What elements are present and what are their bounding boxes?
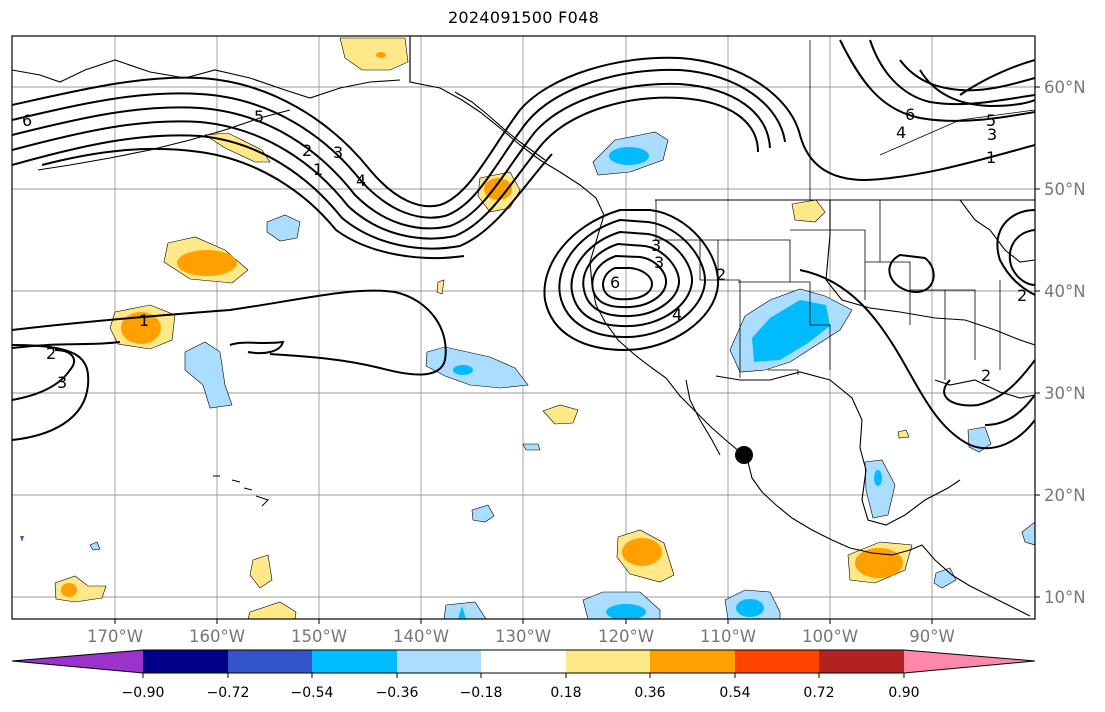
contour-label: 2 [46, 344, 56, 363]
colorbar-segment [566, 650, 650, 673]
colorbar-segment [397, 650, 481, 673]
longitude-label: 100°W [802, 627, 858, 646]
contour-label: 3 [987, 125, 997, 144]
colorbar-max-extension [904, 650, 1035, 673]
positive-anomaly-area [897, 429, 910, 439]
contour-label: 2 [716, 265, 726, 284]
latitude-label: 50°N [1044, 180, 1086, 199]
contour-label: 2 [981, 366, 991, 385]
colorbar-segment [735, 650, 819, 673]
colorbar-min-extension [12, 650, 143, 673]
colorbar-tick-label: 0.72 [803, 685, 834, 701]
contour-label: 5 [254, 107, 264, 126]
positive-anomaly-area [249, 554, 273, 589]
contour-label: 5 [986, 111, 996, 130]
map-panel [12, 36, 1035, 619]
map-title: 2024091500 F048 [447, 8, 600, 27]
negative-anomaly-area [1021, 521, 1035, 546]
negative-anomaly-area [443, 601, 487, 619]
contour-lines [12, 39, 1035, 450]
latitude-label: 30°N [1044, 384, 1086, 403]
longitude-label: 130°W [495, 627, 551, 646]
location-marker-dot [735, 446, 753, 464]
hawaii-islands [213, 475, 269, 507]
contour-label: 1 [139, 311, 149, 330]
latitude-label: 40°N [1044, 282, 1086, 301]
contour-label: 1 [986, 148, 996, 167]
contour-label: 1 [313, 160, 323, 179]
contour-label: 4 [356, 171, 366, 190]
colorbar-segment [819, 650, 904, 673]
latitude-label: 20°N [1044, 486, 1086, 505]
longitude-label: 110°W [700, 627, 756, 646]
contour-label: 6 [610, 273, 620, 292]
colorbar-segment [312, 650, 397, 673]
contour-label: 3 [333, 143, 343, 162]
longitude-axis: 170°W 160°W 150°W 140°W 130°W 120°W 110°… [87, 619, 955, 646]
contour-label: 6 [22, 111, 32, 130]
negative-anomaly-area [184, 341, 233, 409]
colorbar-segment [228, 650, 312, 673]
colorbar-segment [143, 650, 228, 673]
colorbar-segment [650, 650, 735, 673]
contour-label: 3 [651, 236, 661, 255]
contour-label: 2 [302, 141, 312, 160]
colorbar-tick-label: −0.18 [460, 685, 503, 701]
contour-label: 4 [672, 305, 682, 324]
positive-anomaly-area [247, 601, 297, 619]
colorbar-tick-label: 0.54 [719, 685, 750, 701]
contour-label: 3 [57, 373, 67, 392]
colorbar-tick-label: −0.72 [207, 685, 250, 701]
positive-anomaly-area [791, 199, 826, 223]
contour-label: 6 [905, 105, 915, 124]
positive-anomaly-area [542, 404, 579, 425]
colorbar-tick-label: −0.36 [376, 685, 419, 701]
negative-anomaly-area [522, 443, 541, 451]
positive-anomaly-area [436, 279, 445, 295]
contour-label: 3 [654, 253, 664, 272]
longitude-label: 120°W [598, 627, 654, 646]
colorbar-tick-label: −0.54 [291, 685, 334, 701]
positive-anomaly-area [339, 37, 409, 71]
latitude-label: 10°N [1044, 588, 1086, 607]
contour-label: 2 [1017, 286, 1027, 305]
contour-label: 4 [896, 123, 906, 142]
negative-anomaly-area [266, 214, 301, 242]
negative-anomaly-area [471, 504, 495, 523]
longitude-label: 90°W [909, 627, 955, 646]
negative-anomaly-area [864, 459, 896, 519]
colorbar: −0.90 −0.72 −0.54 −0.36 −0.18 0.18 0.36 … [11, 649, 1036, 701]
latitude-axis: 60°N 50°N 40°N 30°N 20°N 10°N [1035, 78, 1086, 607]
colorbar-tick-label: −0.90 [122, 685, 165, 701]
colorbar-tick-label: 0.36 [634, 685, 665, 701]
colorbar-segment [481, 650, 566, 673]
longitude-label: 150°W [291, 627, 347, 646]
colorbar-tick-label: 0.18 [550, 685, 581, 701]
contour-label-group: 1 2 3 3 6 3 3 6 4 2 1 4 5 6 5 4 3 1 2 2 … [22, 105, 1027, 392]
longitude-label: 170°W [87, 627, 143, 646]
colorbar-tick-label: 0.90 [888, 685, 919, 701]
longitude-label: 160°W [189, 627, 245, 646]
longitude-label: 140°W [393, 627, 449, 646]
latitude-label: 60°N [1044, 78, 1086, 97]
negative-anomaly-area [89, 541, 101, 551]
